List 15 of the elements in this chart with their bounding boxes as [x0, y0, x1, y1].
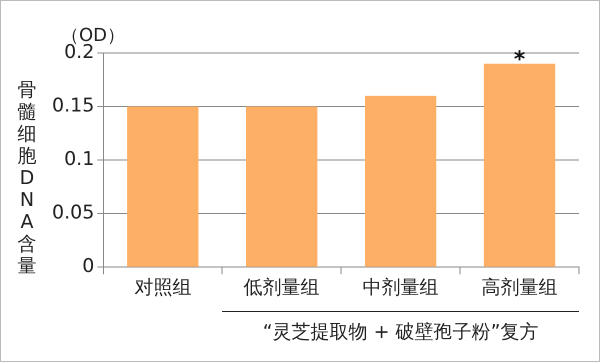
bar: [127, 106, 198, 267]
bar: [246, 106, 318, 267]
x-tick-label: 低剂量组: [244, 276, 320, 299]
bar: [364, 96, 436, 267]
x-tick-label: 高剂量组: [482, 276, 558, 299]
y-tick-label: 0.15: [52, 94, 94, 116]
bar: [484, 64, 556, 267]
x-tick-label: 对照组: [134, 276, 192, 299]
y-tick-label: 0: [82, 255, 94, 278]
y-tick-label: 0.05: [52, 202, 94, 224]
x-tick-label: 中剂量组: [362, 276, 439, 299]
text: 骨髓细胞DNA含量: [18, 79, 36, 277]
y-tick-label: 0.1: [64, 148, 94, 170]
text: “灵芝提取物 + 破壁孢子粉”复方: [262, 320, 540, 345]
annotation: *: [514, 47, 526, 72]
